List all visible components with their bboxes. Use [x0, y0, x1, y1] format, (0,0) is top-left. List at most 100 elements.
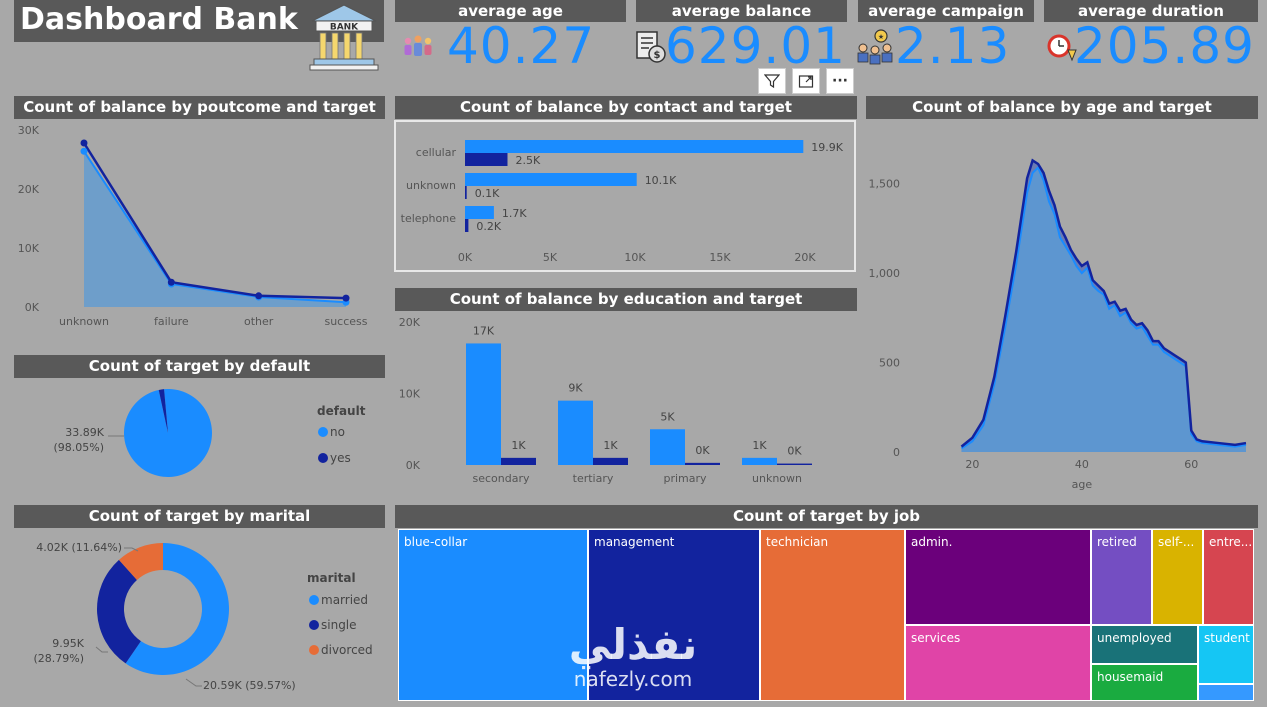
- bar-series-0: [650, 429, 685, 465]
- legend-item: single: [321, 618, 357, 632]
- legend-title: marital: [307, 571, 356, 585]
- education-chart[interactable]: 0K 10K 20K 17K 1K secondary 9K 1K tertiary 5K 0K pr…: [395, 312, 857, 492]
- data-point: [80, 139, 88, 147]
- treemap-tile-management[interactable]: management: [588, 529, 760, 701]
- age-chart-title: Count of balance by age and target: [866, 96, 1258, 119]
- treemap-tile-housemaid[interactable]: housemaid: [1091, 664, 1198, 701]
- treemap-tile-retired[interactable]: retired: [1091, 529, 1152, 625]
- kpi-age-label: average age: [395, 0, 626, 22]
- watermark-latin: nafezly.com: [573, 667, 693, 691]
- bar-series-0: [465, 173, 637, 186]
- data-label: 0.1K: [475, 187, 500, 200]
- bar-series-0: [558, 400, 593, 465]
- data-label: 20.59K (59.57%): [203, 679, 296, 692]
- area-series-0: [84, 151, 346, 307]
- data-label: 2.5K: [516, 154, 541, 167]
- pie-slice-yes: [158, 389, 168, 433]
- bar-series-0: [465, 140, 804, 153]
- x-tick-label: 0K: [458, 251, 473, 264]
- contact-chart[interactable]: cellular 19.9K 2.5K unknown 10.1K 0.1K telepho…: [395, 121, 857, 271]
- data-label: 0K: [695, 444, 710, 457]
- clock-icon: [1047, 34, 1077, 62]
- legend-item: no: [330, 425, 345, 439]
- treemap-tile-admin[interactable]: admin.: [905, 529, 1091, 625]
- donut-slice-divorced: [118, 543, 163, 580]
- x-tick-label: tertiary: [573, 472, 614, 485]
- x-tick-label: 15K: [709, 251, 731, 264]
- more-options-button[interactable]: ···: [826, 68, 854, 94]
- default-chart[interactable]: 33.89K (98.05%) default no yes: [14, 379, 385, 494]
- legend-item: divorced: [321, 643, 373, 657]
- legend-marker: [318, 427, 328, 437]
- line-series-1: [960, 158, 1247, 448]
- data-label: 5K: [660, 410, 675, 423]
- bar-series-1: [685, 462, 720, 465]
- y-tick-label: 500: [879, 357, 900, 370]
- default-chart-title: Count of target by default: [14, 355, 385, 378]
- treemap-tile-small[interactable]: [1198, 684, 1254, 701]
- x-tick-label: 5K: [543, 251, 558, 264]
- bar-series-1: [777, 463, 812, 465]
- treemap-tile-unemployed[interactable]: unemployed: [1091, 625, 1198, 664]
- x-tick-label: success: [324, 315, 367, 328]
- data-label: 9.95K: [52, 637, 84, 650]
- leader-line: [124, 547, 139, 552]
- dashboard-title: Dashboard Bank: [20, 2, 298, 37]
- leader-line: [185, 678, 202, 687]
- bar-series-1: [593, 457, 628, 465]
- area-series-0: [961, 167, 1246, 453]
- focus-mode-button[interactable]: [792, 68, 820, 94]
- line-series-0: [960, 165, 1247, 450]
- treemap-tile-blue-collar[interactable]: blue-collar: [398, 529, 588, 701]
- treemap-tile-entre[interactable]: entre...: [1203, 529, 1254, 625]
- legend-item: yes: [330, 451, 351, 465]
- data-label: 19.9K: [811, 141, 843, 154]
- job-treemap[interactable]: blue-collar management technician admin. ser…: [398, 529, 1254, 701]
- svg-text:BANK: BANK: [330, 23, 359, 33]
- donut-slice-married: [125, 543, 229, 675]
- filter-icon: [764, 74, 780, 89]
- age-chart[interactable]: 0 500 1,000 1,500 20 40 60 age: [866, 120, 1258, 495]
- treemap-tile-student[interactable]: student: [1198, 625, 1254, 684]
- x-tick-label: 60: [1184, 458, 1198, 471]
- poutcome-chart[interactable]: 0K 10K 20K 30K unknown failure other success: [14, 120, 385, 335]
- line-series-1: [82, 142, 347, 300]
- bar-series-0: [742, 457, 777, 465]
- legend-title: default: [317, 404, 366, 418]
- line-series-0: [83, 150, 347, 304]
- filter-button[interactable]: [758, 68, 786, 94]
- y-tick-label: 20K: [18, 183, 40, 196]
- poutcome-chart-title: Count of balance by poutcome and target: [14, 96, 385, 119]
- category-label: unknown: [406, 179, 456, 192]
- data-label: 33.89K: [65, 426, 104, 439]
- data-point: [342, 294, 350, 302]
- y-tick-label: 0K: [25, 301, 40, 314]
- kpi-campaign-label: average campaign: [858, 0, 1034, 22]
- x-tick-label: 20: [965, 458, 979, 471]
- treemap-tile-services[interactable]: services: [905, 625, 1091, 701]
- team-award-icon: ★: [857, 29, 893, 65]
- category-label: telephone: [401, 212, 457, 225]
- data-label: 4.02K (11.64%): [36, 541, 122, 554]
- bar-series-1: [465, 219, 469, 232]
- marital-chart[interactable]: 20.59K (59.57%) 9.95K (28.79%) 4.02K (11.64…: [14, 529, 385, 705]
- x-tick-label: failure: [154, 315, 189, 328]
- x-axis-title: age: [1072, 478, 1093, 491]
- data-label: 10.1K: [645, 174, 677, 187]
- contact-chart-frame[interactable]: [394, 120, 856, 272]
- legend-marker: [309, 645, 319, 655]
- treemap-tile-technician[interactable]: technician: [760, 529, 905, 701]
- bar-series-0: [465, 206, 494, 219]
- kpi-balance-value: 629.01: [665, 17, 846, 75]
- legend-marker: [309, 595, 319, 605]
- kpi-age-value: 40.27: [447, 17, 596, 75]
- data-point: [167, 278, 175, 286]
- people-icon: [404, 35, 432, 56]
- y-tick-label: 30K: [18, 124, 40, 137]
- data-label: 0.2K: [476, 220, 501, 233]
- x-tick-label: primary: [663, 472, 707, 485]
- x-tick-label: 10K: [624, 251, 646, 264]
- money-doc-icon: $: [636, 31, 666, 63]
- bar-series-0: [466, 343, 501, 465]
- treemap-tile-self-[interactable]: self-...: [1152, 529, 1203, 625]
